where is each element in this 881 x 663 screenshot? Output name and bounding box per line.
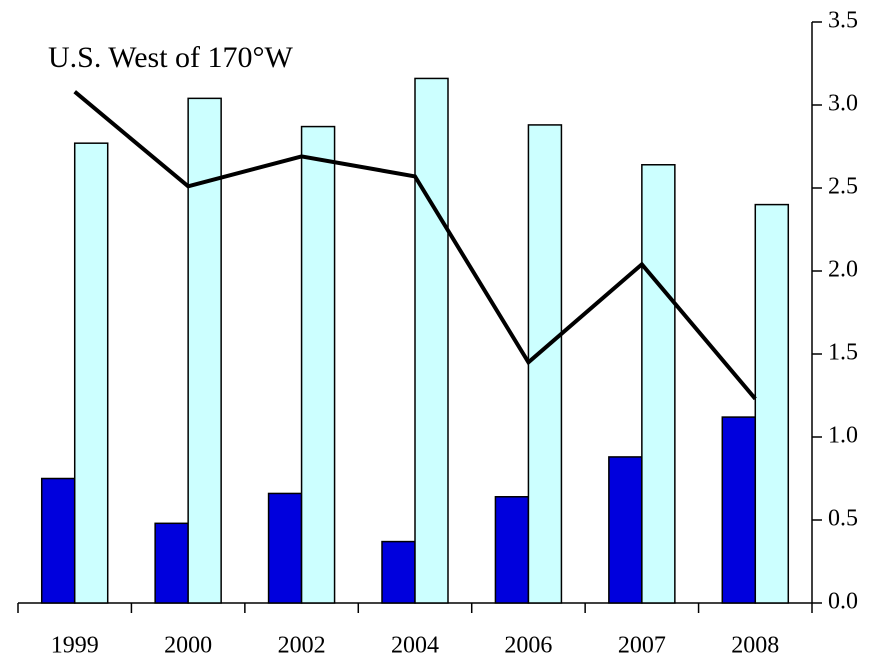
bar (608, 456, 643, 604)
bar (154, 522, 189, 604)
x-tick-label: 2004 (391, 633, 439, 659)
bar (40, 477, 76, 604)
y-tick-label: 1.5 (828, 340, 858, 366)
x-tick-label: 1999 (51, 633, 99, 659)
y-tick-label: 3.5 (828, 8, 858, 34)
y-tick-label: 0.0 (828, 589, 858, 615)
bar (187, 97, 222, 604)
y-tick-label: 2.5 (828, 174, 858, 200)
bar (641, 164, 676, 604)
x-tick-label: 2000 (164, 633, 212, 659)
x-tick-label: 2002 (278, 633, 326, 659)
x-tick-label: 2007 (618, 633, 666, 659)
y-tick-label: 1.0 (828, 423, 858, 449)
chart-title: U.S. West of 170°W (48, 41, 294, 74)
bar (267, 492, 303, 604)
y-tick-label: 0.5 (828, 506, 858, 532)
bar (73, 142, 109, 604)
x-tick-label: 2008 (731, 633, 779, 659)
bar (754, 203, 790, 604)
bar (414, 77, 449, 604)
bar (381, 540, 416, 604)
y-tick-label: 2.0 (828, 257, 858, 283)
bar (721, 416, 757, 604)
bar (527, 124, 563, 604)
bar (494, 496, 530, 604)
line (73, 90, 757, 401)
bar (300, 125, 336, 604)
x-tick-label: 2006 (504, 633, 552, 659)
y-tick-label: 3.0 (828, 91, 858, 117)
